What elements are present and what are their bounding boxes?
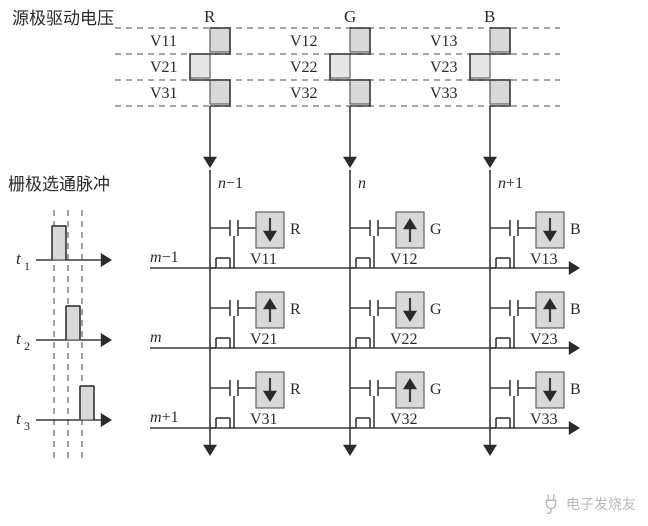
cell-voltage-label: V32 (390, 411, 418, 428)
time-label: t (16, 329, 22, 348)
watermark: 电子发烧友 (540, 493, 636, 515)
pixel-rgb-label: R (290, 381, 301, 398)
svg-text:n+1: n+1 (498, 175, 523, 192)
pixel-rgb-label: R (290, 221, 301, 238)
voltage-label: V33 (430, 85, 458, 102)
row-label: m−1 (150, 249, 179, 266)
pixel-rgb-label: B (570, 301, 581, 318)
cell-voltage-label: V33 (530, 411, 558, 428)
pixel-rgb-label: B (570, 221, 581, 238)
voltage-label: V13 (430, 33, 458, 50)
voltage-label: V23 (430, 59, 458, 76)
watermark-text: 电子发烧友 (566, 494, 636, 514)
pixel-rgb-label: G (430, 221, 442, 238)
column-head: R (204, 7, 216, 26)
row-label: m (150, 329, 162, 346)
cell-voltage-label: V13 (530, 251, 558, 268)
voltage-label: V31 (150, 85, 178, 102)
cell-voltage-label: V21 (250, 331, 278, 348)
gate-pulse-label: 栅极选通脉冲 (8, 175, 110, 194)
voltage-label: V11 (150, 33, 177, 50)
cell-voltage-label: V31 (250, 411, 278, 428)
svg-text:n: n (358, 175, 366, 192)
column-head: G (344, 7, 356, 26)
plug-icon (540, 493, 562, 515)
cell-voltage-label: V12 (390, 251, 418, 268)
cell-voltage-label: V11 (250, 251, 277, 268)
source-drive-label: 源极驱动电压 (12, 9, 114, 28)
voltage-label: V32 (290, 85, 318, 102)
time-sub: 2 (24, 339, 30, 353)
cell-voltage-label: V22 (390, 331, 418, 348)
time-sub: 3 (24, 419, 30, 433)
pixel-rgb-label: B (570, 381, 581, 398)
column-head: B (484, 7, 495, 26)
pixel-rgb-label: G (430, 301, 442, 318)
voltage-label: V22 (290, 59, 318, 76)
pixel-rgb-label: G (430, 381, 442, 398)
voltage-label: V21 (150, 59, 178, 76)
voltage-label: V12 (290, 33, 318, 50)
pixel-rgb-label: R (290, 301, 301, 318)
time-label: t (16, 409, 22, 428)
time-sub: 1 (24, 259, 30, 273)
cell-voltage-label: V23 (530, 331, 558, 348)
row-label: m+1 (150, 409, 179, 426)
time-label: t (16, 249, 22, 268)
svg-text:n−1: n−1 (218, 175, 243, 192)
